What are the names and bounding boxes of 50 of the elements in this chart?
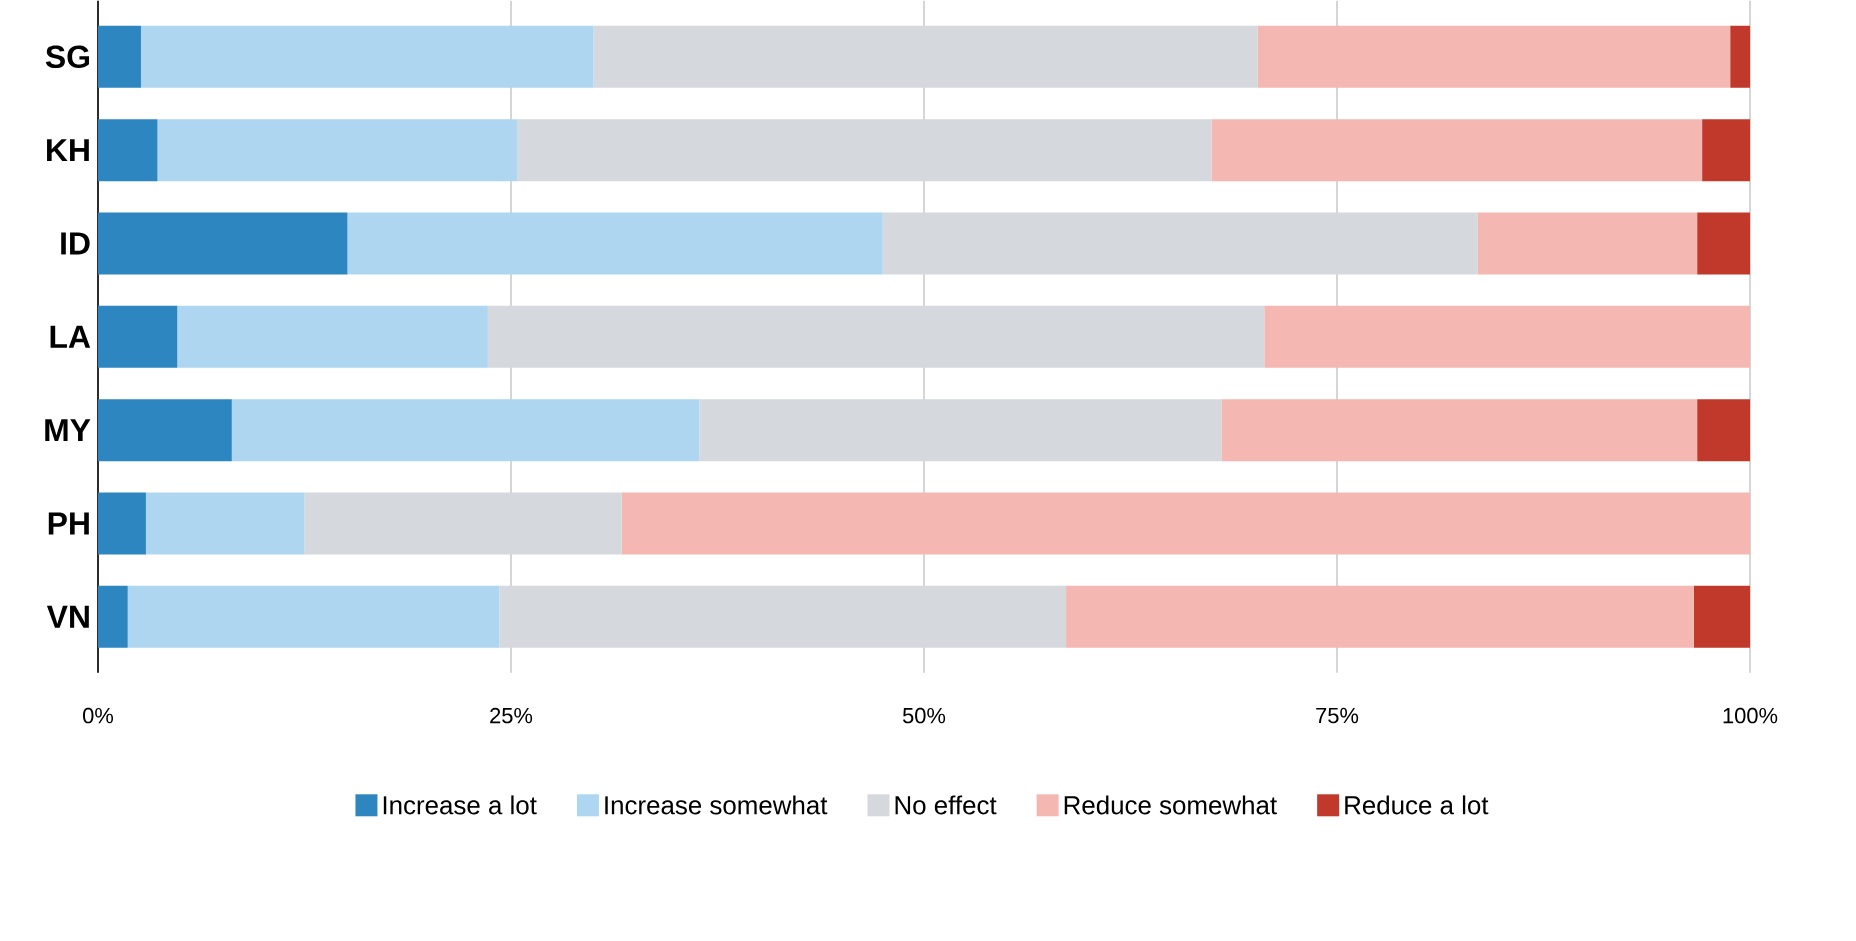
legend-label: No effect [895,795,997,815]
bar [98,585,128,648]
bar [98,492,146,555]
y-tick-label: MY [45,419,91,442]
bar [140,25,594,88]
bar [1264,305,1751,368]
bar [127,585,500,648]
x-tick-label: 50% [902,707,946,724]
bar [699,399,1222,462]
legend-label: Increase a lot [383,795,537,815]
x-tick-label: 100% [1723,707,1778,724]
y-tick-label: ID [61,232,90,255]
bar [1257,25,1731,88]
legend-label: Reduce somewhat [1064,795,1277,815]
bar [882,212,1478,275]
bar [517,119,1212,182]
bar [98,119,158,182]
bar [1693,585,1751,648]
bar [487,305,1265,368]
y-tick-label: VN [46,605,89,628]
bar [98,25,141,88]
bar [145,492,305,555]
x-tick-label: 75% [1316,707,1359,724]
legend-label: Increase somewhat [605,795,828,815]
bar [98,305,178,368]
bar [98,212,348,275]
y-tick-label: PH [48,512,89,535]
bar [304,492,622,555]
bar [231,399,700,462]
bar [1211,119,1703,182]
bar [1702,119,1751,182]
y-tick-label: LA [50,325,91,348]
bar [177,305,488,368]
y-tick-label: KH [47,139,89,162]
bar [499,585,1067,648]
bar [1066,585,1694,648]
x-tick-label: 0% [83,707,114,724]
bar [593,25,1258,88]
bar [1221,399,1698,462]
bar [157,119,518,182]
bar [1730,25,1751,88]
y-tick-label: SG [45,45,89,69]
x-tick-label: 25% [490,707,533,724]
bar [347,212,883,275]
bar [1477,212,1698,275]
bar [98,399,232,462]
bar [1697,399,1751,462]
bar [1697,212,1751,275]
bar [621,492,1751,555]
legend-label: Reduce a lot [1345,795,1489,815]
